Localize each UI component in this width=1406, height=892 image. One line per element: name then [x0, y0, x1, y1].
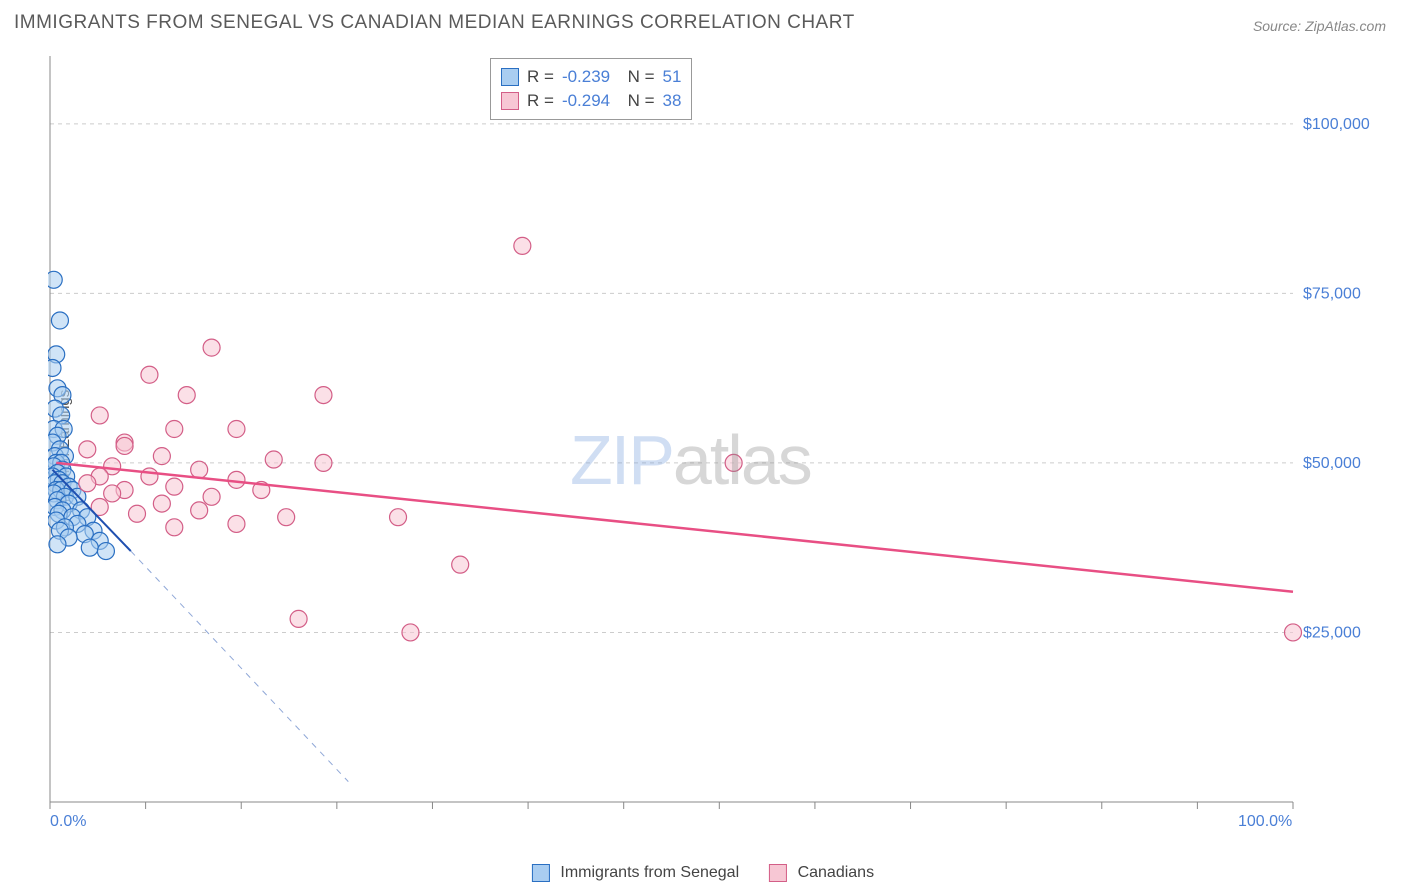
chart-canvas: $25,000 $50,000 $75,000 $100,000 0.0% 100.0% — [48, 52, 1388, 832]
swatch-canadians-icon — [769, 864, 787, 882]
legend-r-value-canadians: -0.294 — [562, 89, 610, 113]
series-legend: Immigrants from Senegal Canadians — [532, 864, 874, 882]
source-attribution: Source: ZipAtlas.com — [1253, 18, 1386, 34]
svg-text:$75,000: $75,000 — [1303, 285, 1361, 302]
legend-n-label: N = — [618, 89, 654, 113]
swatch-canadians-icon — [501, 92, 519, 110]
legend-r-label: R = — [527, 89, 554, 113]
legend-n-value-senegal: 51 — [663, 65, 682, 89]
correlation-legend: R = -0.239 N = 51 R = -0.294 N = 38 — [490, 58, 692, 120]
chart-title: IMMIGRANTS FROM SENEGAL VS CANADIAN MEDI… — [14, 12, 855, 34]
legend-item-canadians: Canadians — [769, 864, 874, 882]
svg-text:100.0%: 100.0% — [1238, 813, 1292, 830]
legend-r-value-senegal: -0.239 — [562, 65, 610, 89]
legend-row-senegal: R = -0.239 N = 51 — [501, 65, 681, 89]
legend-r-label: R = — [527, 65, 554, 89]
svg-text:$50,000: $50,000 — [1303, 455, 1361, 472]
svg-text:$100,000: $100,000 — [1303, 116, 1370, 133]
scatter-plot: $25,000 $50,000 $75,000 $100,000 0.0% 100.0% — [48, 52, 1388, 832]
swatch-senegal-icon — [532, 864, 550, 882]
legend-label-senegal: Immigrants from Senegal — [560, 864, 739, 881]
svg-text:$25,000: $25,000 — [1303, 624, 1361, 641]
legend-row-canadians: R = -0.294 N = 38 — [501, 89, 681, 113]
legend-n-label: N = — [618, 65, 654, 89]
legend-item-senegal: Immigrants from Senegal — [532, 864, 739, 882]
legend-n-value-canadians: 38 — [663, 89, 682, 113]
svg-text:0.0%: 0.0% — [50, 813, 86, 830]
legend-label-canadians: Canadians — [798, 864, 875, 881]
swatch-senegal-icon — [501, 68, 519, 86]
